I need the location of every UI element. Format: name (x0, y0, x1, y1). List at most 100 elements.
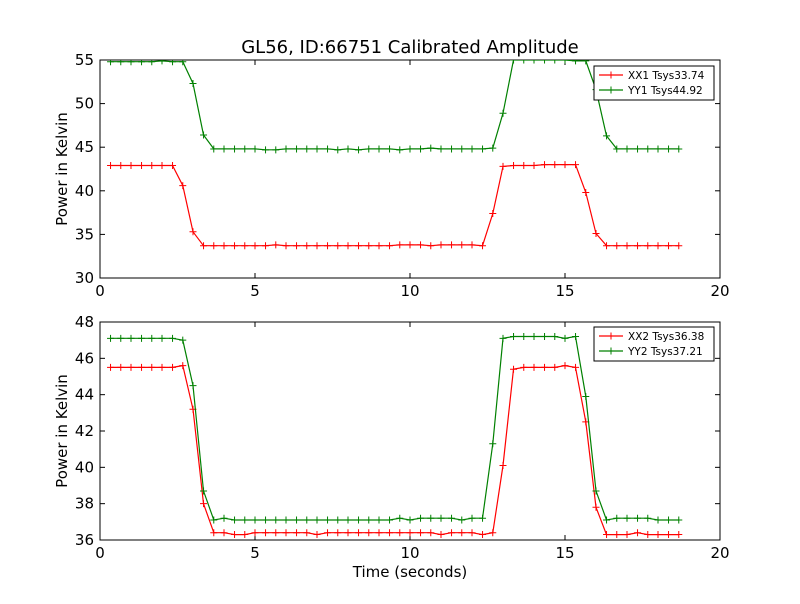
x-tick-label: 15 (555, 282, 574, 300)
data-point (262, 529, 270, 537)
data-point (437, 531, 445, 539)
y-tick-label: 36 (75, 531, 94, 549)
data-point (479, 531, 487, 539)
y-tick-label: 55 (75, 51, 94, 69)
data-point (313, 516, 321, 524)
data-point (489, 144, 497, 152)
data-point (272, 529, 280, 537)
data-point (210, 516, 218, 524)
data-point (303, 516, 311, 524)
data-point (541, 161, 549, 169)
data-point (427, 242, 435, 250)
data-point (344, 145, 352, 153)
legend-entry: YY2 Tsys37.21 (627, 346, 703, 358)
data-point (572, 333, 580, 341)
data-point (634, 145, 642, 153)
data-point (675, 516, 683, 524)
data-point (262, 242, 270, 250)
data-point (541, 60, 549, 64)
data-point (231, 145, 239, 153)
data-point (634, 242, 642, 250)
data-point (479, 242, 487, 250)
data-point (468, 241, 476, 249)
y-tick-label: 35 (75, 225, 94, 243)
data-point (282, 242, 290, 250)
data-point (251, 516, 259, 524)
data-point (520, 333, 528, 341)
legend-swatch-marker (607, 347, 615, 355)
data-point (406, 241, 414, 249)
data-point (117, 162, 125, 170)
data-point (675, 145, 683, 153)
data-point (303, 242, 311, 250)
data-point (479, 514, 487, 522)
legend-entry: XX1 Tsys33.74 (628, 70, 705, 82)
subplot-1: 0 5 10 15 20 30 35 40 45 50 55 GL56, ID:66751 Calib… (53, 37, 730, 300)
data-point (107, 363, 115, 371)
data-point (665, 242, 673, 250)
legend: XX2 Tsys36.38 YY2 Tsys37.21 (593, 326, 715, 362)
data-point (107, 60, 115, 66)
data-point (603, 242, 611, 250)
data-point (148, 334, 156, 342)
data-point (282, 516, 290, 524)
data-point (365, 145, 373, 153)
x-tick-label: 20 (710, 282, 729, 300)
data-point (179, 60, 187, 66)
data-point (499, 109, 507, 117)
data-point (572, 363, 580, 371)
x-tick-label: 5 (250, 282, 260, 300)
data-point (334, 242, 342, 250)
data-point (251, 529, 259, 537)
data-point (148, 363, 156, 371)
data-point (510, 162, 518, 170)
y-tick-label: 44 (75, 386, 94, 404)
data-point (148, 162, 156, 170)
data-point (510, 333, 518, 341)
data-point (241, 516, 249, 524)
data-point (365, 516, 373, 524)
data-point (644, 531, 652, 539)
data-point (510, 365, 518, 373)
data-point (127, 363, 135, 371)
data-point (572, 161, 580, 169)
data-point (675, 531, 683, 539)
data-point (448, 529, 456, 537)
series-line-2 (110, 335, 679, 521)
data-point (582, 392, 590, 400)
data-point (406, 529, 414, 537)
data-point (499, 334, 507, 342)
data-point (386, 242, 394, 250)
data-point (499, 162, 507, 170)
data-point (375, 516, 383, 524)
data-point (282, 145, 290, 153)
data-point (665, 145, 673, 153)
data-point (427, 529, 435, 537)
data-point (489, 529, 497, 537)
y-tick-label: 40 (75, 182, 94, 200)
data-point (551, 333, 559, 341)
data-point (200, 131, 208, 139)
data-point (437, 241, 445, 249)
subplot-2: 0 5 10 15 20 36 38 40 42 44 46 48 Power in Kelvin Tim… (53, 313, 730, 581)
legend-box (593, 326, 715, 362)
data-point (200, 242, 208, 250)
data-point (406, 516, 414, 524)
data-point (417, 514, 425, 522)
data-point (613, 242, 621, 250)
data-point (520, 60, 528, 64)
data-point (344, 516, 352, 524)
data-point (365, 242, 373, 250)
data-point (272, 241, 280, 249)
data-point (334, 529, 342, 537)
data-point (313, 531, 321, 539)
data-point (654, 242, 662, 250)
data-point (220, 242, 228, 250)
data-point (220, 145, 228, 153)
data-point (251, 145, 259, 153)
data-point (324, 242, 332, 250)
y-tick-label: 30 (75, 269, 94, 287)
data-point (530, 162, 538, 170)
chart-title: GL56, ID:66751 Calibrated Amplitude (241, 37, 579, 58)
data-point (530, 60, 538, 64)
